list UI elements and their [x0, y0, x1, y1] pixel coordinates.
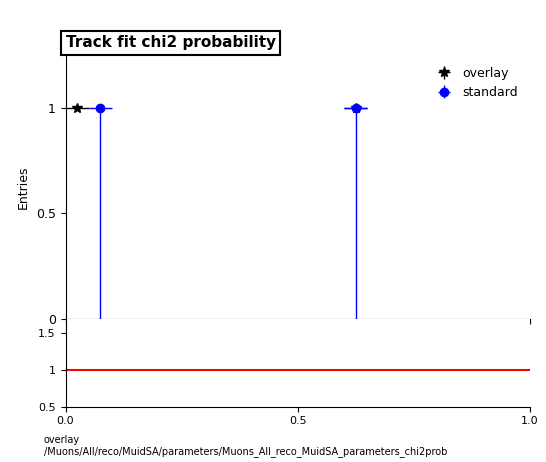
Text: Track fit chi2 probability: Track fit chi2 probability [66, 35, 276, 50]
Y-axis label: Entries: Entries [17, 165, 30, 209]
Legend: overlay, standard: overlay, standard [426, 62, 524, 104]
Text: overlay
/Muons/All/reco/MuidSA/parameters/Muons_All_reco_MuidSA_parameters_chi2p: overlay /Muons/All/reco/MuidSA/parameter… [44, 435, 447, 457]
